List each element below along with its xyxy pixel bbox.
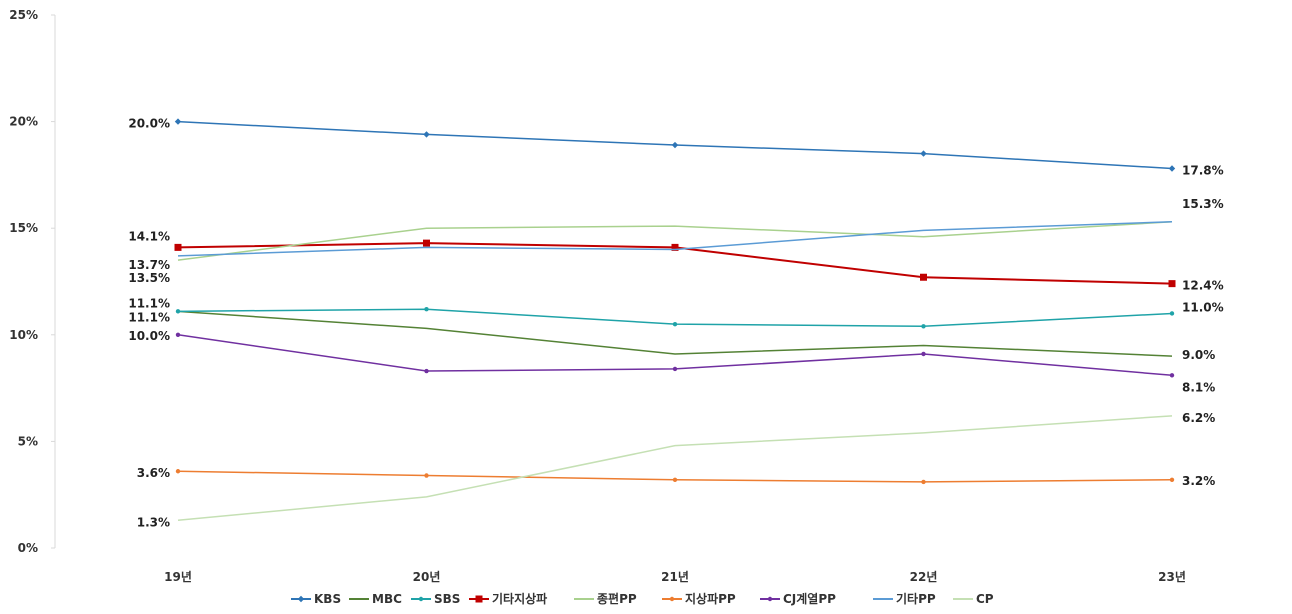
- start-data-label: 13.5%: [128, 271, 170, 285]
- legend-label: SBS: [434, 592, 460, 606]
- data-point: [424, 473, 429, 478]
- data-point: [921, 479, 926, 485]
- series-line: [177, 221, 1173, 261]
- x-tick-label: 20년: [413, 570, 441, 584]
- legend-item: KBS: [291, 592, 341, 606]
- data-point: [1169, 373, 1175, 378]
- end-data-label: 6.2%: [1182, 411, 1215, 425]
- data-point: [423, 131, 430, 138]
- legend-item: 지상파PP: [662, 591, 736, 606]
- legend-marker: [475, 595, 483, 603]
- data-point: [1169, 477, 1175, 482]
- x-tick-label: 23년: [1158, 570, 1186, 584]
- y-tick-label: 5%: [18, 434, 38, 448]
- data-point: [672, 321, 678, 327]
- legend-label: MBC: [372, 592, 402, 606]
- legend-item: 종편PP: [574, 591, 637, 606]
- series-7: [177, 221, 1173, 257]
- data-point: [672, 477, 678, 482]
- data-point: [920, 150, 927, 157]
- series-2: [175, 307, 1175, 329]
- legend-item: SBS: [411, 592, 460, 606]
- y-tick-label: 20%: [9, 115, 38, 129]
- series-1: [177, 310, 1173, 357]
- legend-item: 기타지상파: [469, 591, 547, 606]
- series-3: [174, 239, 1176, 288]
- legend-label: CJ계열PP: [783, 591, 836, 606]
- start-data-label: 11.1%: [128, 310, 170, 324]
- x-tick-label: 19년: [164, 570, 192, 584]
- series-8: [177, 415, 1173, 522]
- data-point: [1168, 165, 1176, 172]
- legend-item: 기타PP: [873, 591, 936, 606]
- data-point: [920, 273, 927, 281]
- data-point: [671, 141, 679, 149]
- end-data-label: 17.8%: [1182, 164, 1224, 178]
- series-4: [177, 221, 1173, 261]
- data-point: [921, 324, 926, 329]
- start-data-label: 3.6%: [137, 466, 170, 480]
- start-data-label: 20.0%: [128, 117, 170, 131]
- legend-label: CP: [976, 592, 994, 606]
- end-data-label: 3.2%: [1182, 474, 1215, 488]
- data-point: [175, 332, 181, 337]
- series-line: [177, 310, 1173, 357]
- legend-marker: [767, 596, 773, 602]
- legend-item: MBC: [349, 592, 402, 606]
- legend-label: 기타PP: [896, 591, 936, 606]
- data-label-layer: 20.0% 11.1%11.1% 14.1% 13.5% 3.6% 10.0% 13.7% 1…: [128, 117, 1223, 530]
- end-data-label: 8.1%: [1182, 380, 1215, 394]
- series-line: [177, 415, 1173, 522]
- series-6: [175, 332, 1175, 378]
- data-point: [423, 239, 430, 247]
- x-tick-label: 22년: [910, 570, 938, 584]
- legend-label: KBS: [314, 592, 341, 606]
- legend-marker: [297, 595, 305, 603]
- legend-marker: [669, 596, 675, 602]
- data-point: [175, 469, 181, 474]
- legend-label: 종편PP: [597, 591, 637, 606]
- legend-label: 지상파PP: [685, 591, 736, 606]
- data-point: [671, 243, 679, 251]
- series-line: [177, 221, 1173, 257]
- axis-layer: 0% 5% 10% 15% 20% 25% 19년 20년 21년 22년 23년: [9, 8, 1186, 584]
- y-tick-label: 0%: [18, 541, 38, 555]
- start-data-label: 13.7%: [128, 258, 170, 272]
- end-data-label: 11.0%: [1182, 300, 1224, 314]
- data-point: [1169, 311, 1175, 316]
- data-point: [424, 307, 429, 312]
- end-data-label: 15.3%: [1182, 197, 1224, 211]
- legend-item: CJ계열PP: [760, 591, 836, 606]
- start-data-label: 14.1%: [128, 229, 170, 243]
- legend-item: CP: [953, 592, 994, 606]
- start-data-label: 1.3%: [137, 515, 170, 529]
- data-point: [1168, 280, 1176, 288]
- series-0: [174, 118, 1176, 172]
- start-data-label: 11.1%: [128, 296, 170, 310]
- data-point: [424, 368, 429, 374]
- end-data-label: 9.0%: [1182, 348, 1215, 362]
- data-point: [174, 243, 182, 251]
- end-data-label: 12.4%: [1182, 279, 1224, 293]
- data-point: [175, 309, 181, 314]
- y-tick-label: 10%: [9, 328, 38, 342]
- data-point: [174, 118, 182, 125]
- x-tick-label: 21년: [661, 570, 689, 584]
- series-5: [175, 469, 1175, 485]
- y-tick-label: 15%: [9, 221, 38, 235]
- start-data-label: 10.0%: [128, 329, 170, 343]
- data-point: [921, 351, 926, 357]
- legend-label: 기타지상파: [492, 591, 547, 606]
- legend: KBS MBC SBS 기타지상파 종편PP 지상파PP CJ계열PP 기타PP CP: [291, 591, 994, 606]
- y-tick-label: 25%: [9, 8, 38, 22]
- legend-marker: [418, 596, 424, 602]
- data-point: [672, 366, 678, 372]
- series-layer: [174, 118, 1176, 522]
